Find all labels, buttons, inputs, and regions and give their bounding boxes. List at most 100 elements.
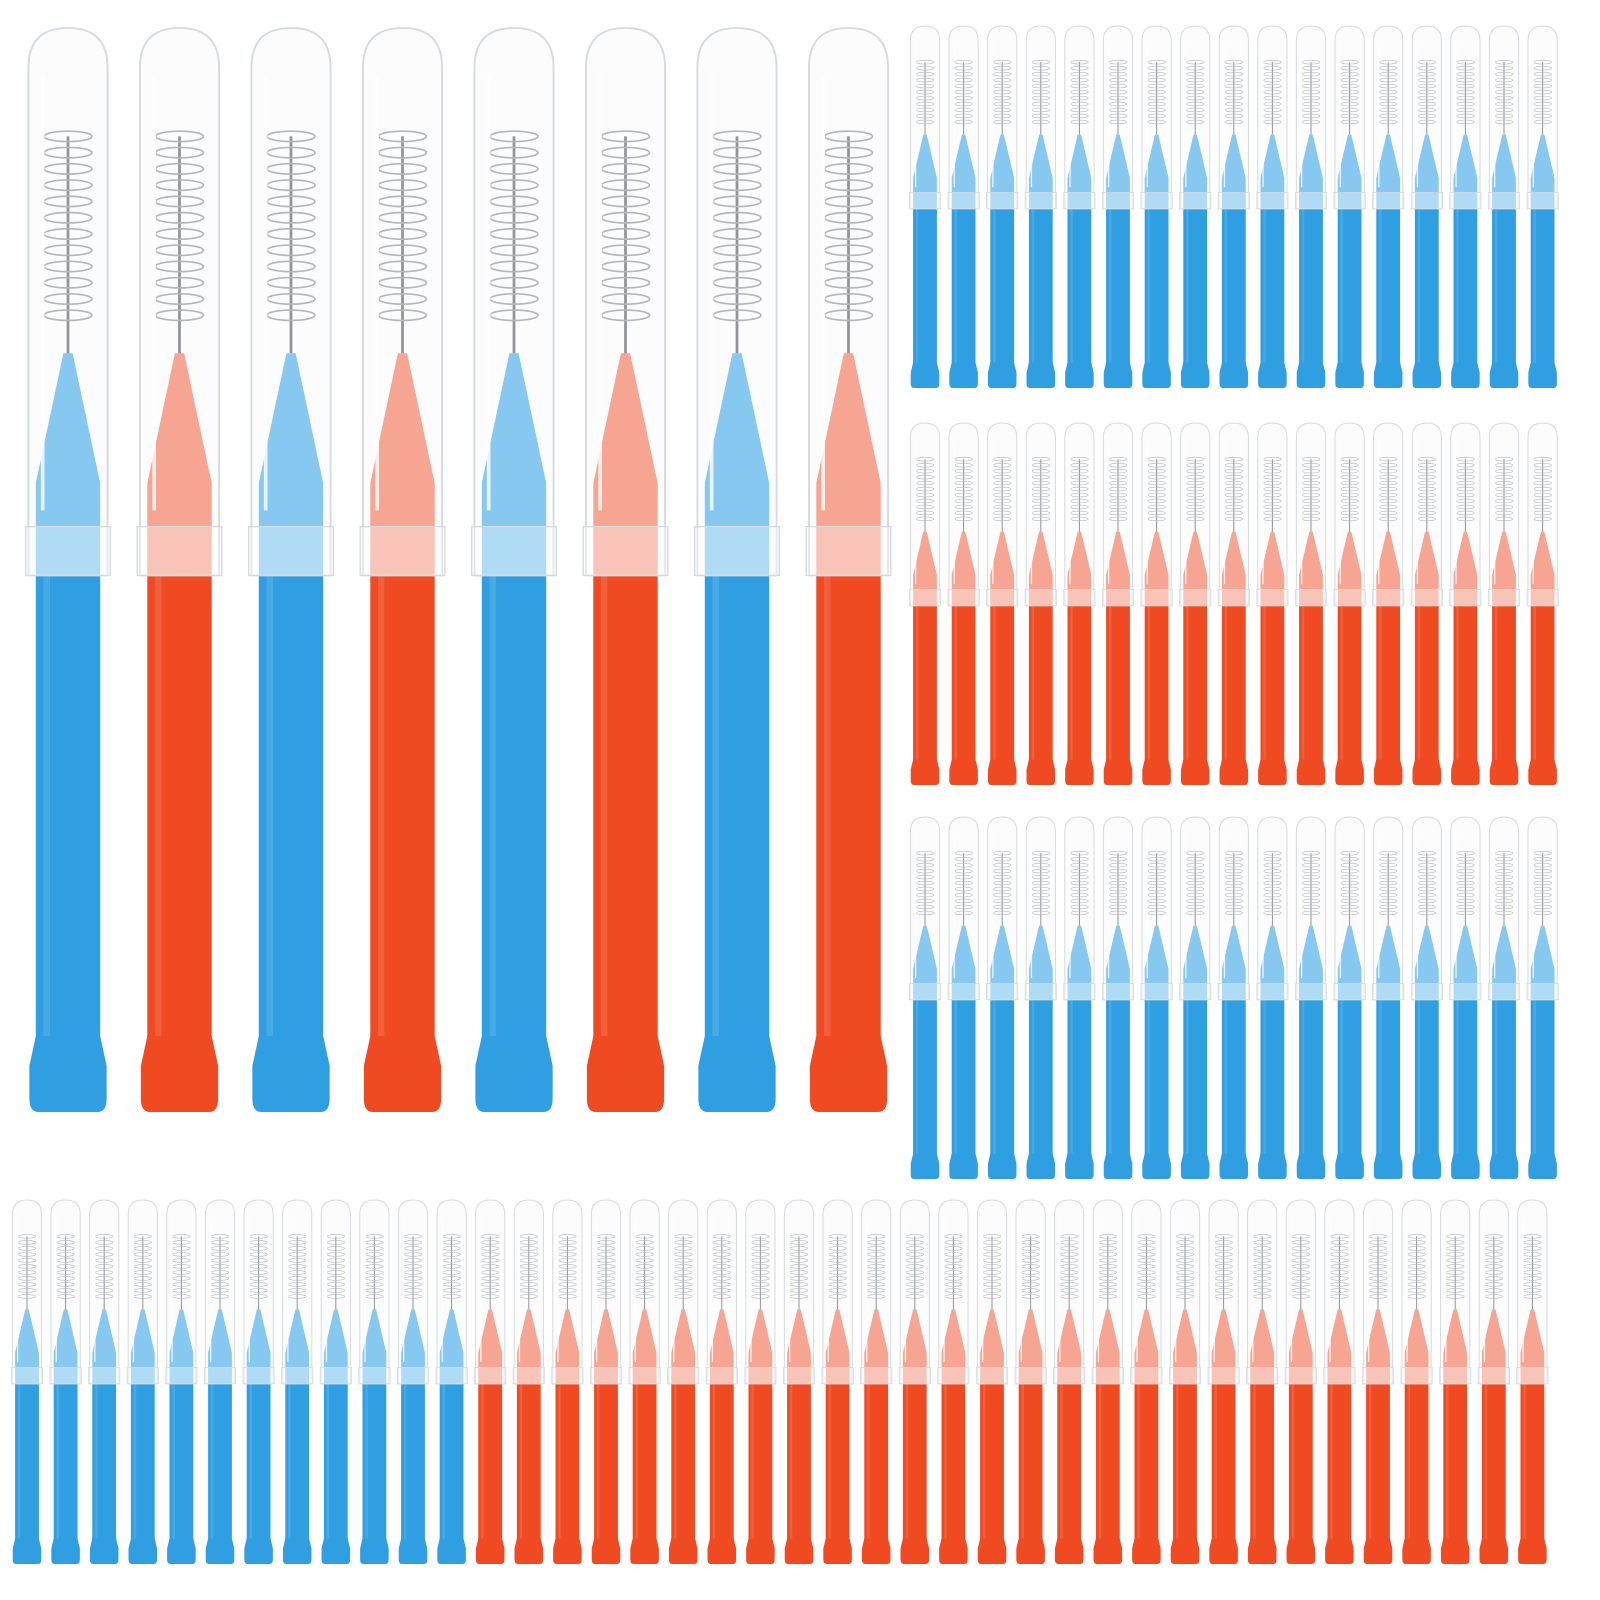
cap-rim xyxy=(1063,192,1096,210)
cap-rim xyxy=(947,192,980,210)
brush-handle xyxy=(1337,999,1362,1161)
transparent-cap xyxy=(1362,1199,1394,1385)
small-brush xyxy=(1130,1199,1163,1564)
brush-cone xyxy=(555,1309,580,1384)
handle-highlight xyxy=(365,1383,368,1546)
small-brush xyxy=(1101,816,1135,1179)
small-brush xyxy=(821,1199,854,1564)
brush-cone xyxy=(1028,531,1053,606)
small-brush xyxy=(1477,1199,1510,1564)
brush-cone xyxy=(169,1309,194,1384)
brush-base xyxy=(89,1538,119,1564)
handle-highlight xyxy=(824,575,831,1058)
transparent-cap xyxy=(948,25,979,210)
handle-highlight xyxy=(519,1383,523,1546)
small-brush xyxy=(744,1199,777,1564)
cap-rim xyxy=(1294,589,1328,607)
transparent-cap xyxy=(1092,1199,1123,1385)
brush-cone xyxy=(1530,531,1555,606)
small-brush xyxy=(1024,25,1057,388)
brush-handle xyxy=(1443,1383,1468,1546)
cap-rim xyxy=(1101,983,1135,1001)
brush-handle xyxy=(53,1383,78,1546)
small-brush xyxy=(1361,1199,1395,1564)
small-brush xyxy=(908,422,942,785)
brush-cone xyxy=(1018,1309,1043,1384)
small-brush xyxy=(986,816,1019,1179)
brush-handle xyxy=(951,605,976,767)
small-brush xyxy=(1526,25,1559,388)
handle-highlight xyxy=(1224,605,1228,767)
handle-highlight xyxy=(17,1383,21,1546)
cap-rim xyxy=(1246,1367,1279,1385)
brush-handle xyxy=(1144,999,1169,1161)
brush-handle xyxy=(1376,208,1401,370)
cap-rim xyxy=(358,1367,391,1385)
brush-cone xyxy=(1376,134,1401,209)
small-brush xyxy=(1063,816,1096,1179)
cap-rim xyxy=(1024,983,1057,1001)
brush-base xyxy=(475,1538,505,1564)
small-brush-grid xyxy=(908,25,1559,1179)
brush-handle xyxy=(1028,999,1053,1161)
cap-rim xyxy=(1333,983,1366,1001)
brush-base xyxy=(823,1538,852,1564)
brush-cone xyxy=(481,353,547,576)
handle-highlight xyxy=(1494,999,1498,1161)
brush-base xyxy=(360,1538,389,1564)
brush-base xyxy=(591,1538,621,1564)
brush-cone xyxy=(285,1309,310,1384)
transparent-cap xyxy=(1295,25,1327,210)
small-brush xyxy=(10,1199,44,1564)
brush-cone xyxy=(1299,925,1323,1000)
brush-base xyxy=(514,1538,544,1564)
small-brush xyxy=(1487,25,1521,388)
transparent-cap xyxy=(1054,1199,1085,1385)
small-brush xyxy=(1516,1199,1549,1564)
brush-base xyxy=(707,1538,737,1564)
brush-base xyxy=(128,1538,158,1564)
brush-cone xyxy=(147,353,212,576)
small-brush xyxy=(1410,422,1443,785)
brush-handle xyxy=(130,1383,155,1546)
cap-rim xyxy=(49,1367,82,1385)
cap-rim xyxy=(1372,983,1405,1001)
cap-rim xyxy=(821,1367,854,1385)
transparent-cap xyxy=(1025,816,1056,1001)
brush-cone xyxy=(951,134,976,209)
handle-highlight xyxy=(1417,999,1421,1161)
handle-highlight xyxy=(1533,999,1536,1161)
brush-base xyxy=(1373,1153,1403,1179)
brush-base xyxy=(244,1538,273,1564)
brush-handle xyxy=(246,1383,271,1546)
cap-rim xyxy=(744,1367,777,1385)
small-brush xyxy=(898,1199,931,1564)
brush-cone xyxy=(1453,134,1478,209)
transparent-cap xyxy=(1102,422,1134,607)
transparent-cap xyxy=(1334,816,1365,1001)
brush-cone xyxy=(1337,531,1362,606)
small-brush xyxy=(1400,1199,1433,1564)
brush-cone xyxy=(370,353,435,576)
transparent-cap xyxy=(1218,422,1249,607)
brush-handle xyxy=(1530,605,1555,767)
brush-base xyxy=(987,1153,1017,1179)
transparent-cap xyxy=(1411,816,1442,1001)
brush-cone xyxy=(1366,1309,1390,1384)
small-brush xyxy=(1449,422,1482,785)
cap-rim xyxy=(1130,1367,1163,1385)
small-brush xyxy=(1207,1199,1240,1564)
brush-handle xyxy=(1106,605,1130,767)
transparent-cap xyxy=(861,1199,892,1385)
handle-highlight xyxy=(1263,999,1266,1161)
transparent-cap xyxy=(513,1199,544,1385)
small-brush xyxy=(1449,816,1482,1179)
cap-rim xyxy=(1256,589,1289,607)
brush-cone xyxy=(1337,134,1362,209)
cap-rim xyxy=(1063,589,1096,607)
handle-highlight xyxy=(1224,999,1228,1161)
brush-handle xyxy=(1414,999,1439,1161)
transparent-cap xyxy=(668,1199,699,1385)
brush-base xyxy=(12,1538,42,1564)
handle-highlight xyxy=(915,605,919,767)
